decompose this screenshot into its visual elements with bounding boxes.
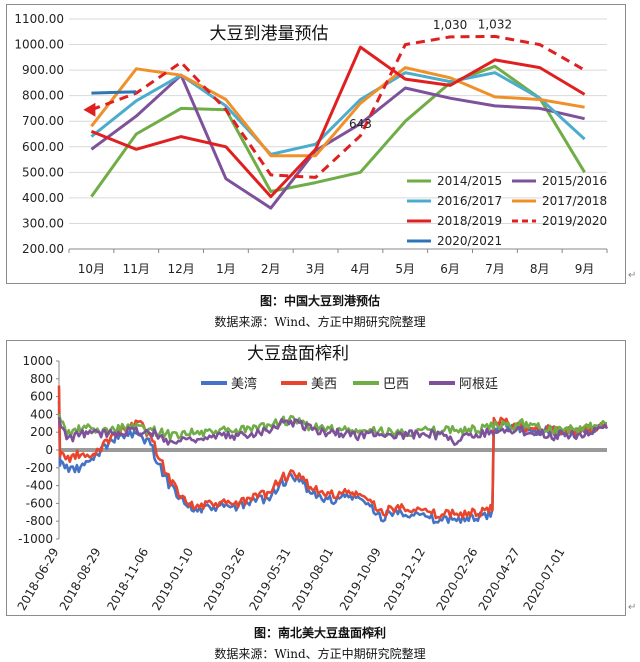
paragraph-mark: ↵ <box>628 602 637 613</box>
y-tick-label: 200 <box>30 425 53 439</box>
x-tick-label: 6月 <box>440 262 460 276</box>
x-tick-label: 2019-05-31 <box>246 546 293 613</box>
series-line <box>90 45 586 199</box>
legend-label: 2016/2017 <box>437 194 502 208</box>
series-line <box>57 417 609 446</box>
x-tick-label: 2019-01-10 <box>149 546 196 613</box>
y-tick-label: -400 <box>26 479 53 493</box>
x-tick-label: 2019-12-12 <box>381 546 428 613</box>
data-label: 643 <box>349 117 372 131</box>
series-line <box>90 34 586 179</box>
arrow-head <box>83 102 96 117</box>
legend-label: 美西 <box>311 377 337 392</box>
legend-label: 美湾 <box>231 376 257 392</box>
chart-title: 大豆到港量预估 <box>210 24 329 44</box>
y-tick-label: 800 <box>30 372 53 386</box>
x-tick-label: 7月 <box>485 262 505 276</box>
figure2-source: 数据来源：Wind、方正中期研究院整理 <box>214 647 426 661</box>
legend-label: 2020/2021 <box>437 234 502 248</box>
x-tick-label: 3月 <box>306 262 326 276</box>
crush-margin-chart-frame: -1000 -800 -600 -400 -200 0 200 400 600 800 1000 20… <box>6 340 626 616</box>
chart-title: 大豆盘面榨利 <box>247 344 349 364</box>
series-line <box>90 71 586 156</box>
paragraph-mark: ↵ <box>628 270 637 281</box>
y-tick-label: 1000 <box>22 354 53 368</box>
x-tick-label: 2018-11-06 <box>104 546 151 613</box>
series-line <box>57 400 608 525</box>
y-tick-label: 1000.00 <box>14 38 64 52</box>
y-tick-label: -200 <box>26 461 53 475</box>
y-tick-label: 800.00 <box>22 89 64 103</box>
x-tick-label: 4月 <box>351 262 371 276</box>
figure2-caption: 图：南北美大豆盘面榨利 <box>253 626 386 640</box>
crush-margin-chart: -1000 -800 -600 -400 -200 0 200 400 600 800 1000 20… <box>15 344 609 613</box>
y-tick-label: 0 <box>45 443 53 457</box>
x-tick-label: 2020-02-26 <box>434 546 481 613</box>
arrival-forecast-chart: 200.00 300.00 400.00 500.00 600.00 700.00 800.… <box>14 12 608 276</box>
x-tick-label: 2020-07-01 <box>520 546 567 613</box>
x-tick-label: 2019-03-26 <box>201 546 248 613</box>
y-tick-label: 600 <box>30 390 53 404</box>
x-tick-label: 2020-04-27 <box>476 546 523 613</box>
series-line <box>90 73 585 210</box>
x-tick-label: 10月 <box>78 262 105 276</box>
x-tick-label: 2月 <box>261 262 281 276</box>
data-label: 1,030 <box>433 18 467 32</box>
data-label: 1,032 <box>478 17 512 31</box>
x-tick-label: 5月 <box>395 262 415 276</box>
figure1-caption: 图：中国大豆到港预估 <box>259 294 380 308</box>
y-tick-label: 400 <box>30 407 53 421</box>
series-line <box>91 90 137 95</box>
legend-label: 巴西 <box>383 377 409 392</box>
legend-label: 阿根廷 <box>459 377 498 392</box>
arrival-chart-frame: 200.00 300.00 400.00 500.00 600.00 700.00 800.… <box>6 4 626 284</box>
y-tick-label: 700.00 <box>22 114 64 128</box>
y-tick-label: 600.00 <box>22 140 64 154</box>
y-tick-label: 900.00 <box>22 63 64 77</box>
x-tick-label: 2018-08-29 <box>57 546 104 613</box>
x-tick-label: 12月 <box>167 262 194 276</box>
legend-label: 2015/2016 <box>542 174 607 188</box>
x-tick-label: 9月 <box>575 262 595 276</box>
legend-label: 2017/2018 <box>542 194 607 208</box>
figure1-source: 数据来源：Wind、方正中期研究院整理 <box>214 315 426 329</box>
series-line <box>90 66 585 158</box>
series-line <box>90 64 586 198</box>
y-tick-label: -1000 <box>18 532 53 546</box>
x-tick-label: 11月 <box>123 262 150 276</box>
legend-label: 2018/2019 <box>437 214 502 228</box>
legend-label: 2019/2020 <box>542 214 607 228</box>
x-tick-label: 2019-08-01 <box>289 546 336 613</box>
x-tick-label: 8月 <box>530 262 550 276</box>
y-tick-label: -800 <box>26 514 53 528</box>
x-tick-label: 2019-10-09 <box>337 546 384 613</box>
y-tick-label: 1100.00 <box>14 12 64 26</box>
y-tick-label: 500.00 <box>22 165 64 179</box>
y-tick-label: 200.00 <box>22 242 64 256</box>
x-tick-label: 1月 <box>216 262 236 276</box>
x-tick-label: 2018-06-29 <box>15 546 62 613</box>
y-tick-label: 400.00 <box>22 191 64 205</box>
y-tick-label: 300.00 <box>22 216 64 230</box>
series-line <box>57 413 608 441</box>
y-tick-label: -600 <box>26 496 53 510</box>
legend-label: 2014/2015 <box>437 174 502 188</box>
